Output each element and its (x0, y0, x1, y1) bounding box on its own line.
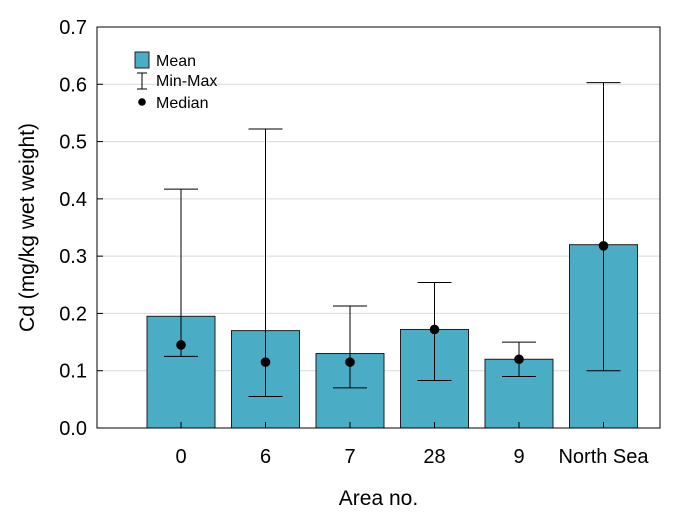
y-tick-label: 0.6 (59, 74, 87, 96)
median-marker (260, 357, 271, 367)
median-marker (514, 354, 524, 365)
y-tick-label: 0.2 (59, 303, 87, 325)
x-axis-title: Area no. (339, 487, 418, 510)
y-tick-label: 0.0 (59, 418, 87, 440)
legend-median-label: Median (156, 95, 208, 112)
legend-minmax-symbol (137, 72, 147, 90)
y-tick-label: 0.3 (59, 246, 87, 268)
y-axis-title: Cd (mg/kg wet weight) (16, 123, 39, 332)
y-axis-ticks: 0.0 0.1 0.2 0.3 0.4 0.5 0.6 0.7 (59, 17, 103, 440)
y-tick-label: 0.7 (59, 17, 87, 39)
legend-median-marker (138, 98, 146, 106)
x-tick-label: 7 (344, 446, 355, 468)
legend: Mean Min-Max Median (134, 51, 217, 112)
median-marker (429, 324, 440, 335)
x-tick-label: 9 (513, 446, 524, 468)
y-tick-label: 0.4 (59, 189, 87, 211)
bars (146, 244, 638, 429)
y-tick-label: 0.1 (59, 361, 87, 383)
median-marker (345, 357, 355, 367)
median-marker (176, 340, 186, 350)
x-tick-label: 0 (175, 446, 186, 468)
median-markers (176, 241, 609, 367)
x-tick-label: 28 (423, 446, 445, 468)
legend-mean-swatch (134, 51, 150, 69)
y-tick-label: 0.5 (59, 132, 87, 154)
median-marker (598, 241, 609, 251)
plot-frame (96, 26, 661, 429)
error-bars (164, 82, 621, 397)
x-tick-label: 6 (260, 446, 271, 468)
x-axis-ticks: 0 6 7 28 9 North Sea (175, 422, 649, 468)
x-tick-label: North Sea (558, 446, 649, 468)
legend-minmax-label: Min-Max (156, 73, 217, 90)
gridlines (97, 83, 660, 372)
legend-mean-label: Mean (156, 53, 196, 70)
